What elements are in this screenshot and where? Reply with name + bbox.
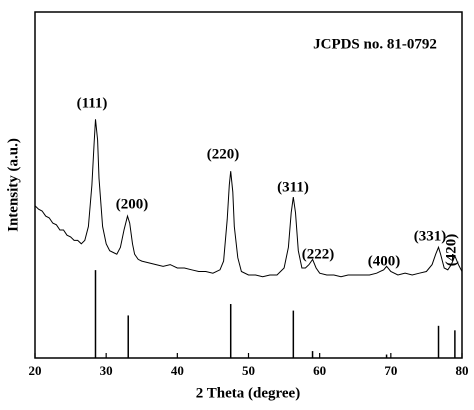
peak-label: (331) [414,228,447,244]
peak-label: (222) [302,246,335,262]
x-tick-label: 40 [171,363,184,378]
peak-label: (400) [368,253,401,269]
x-tick-label: 20 [29,363,42,378]
x-tick-label: 70 [384,363,397,378]
x-axis-label: 2 Theta (degree) [196,385,300,401]
annotation: JCPDS no. 81-0792 [313,36,437,52]
x-tick-label: 50 [242,363,255,378]
xrd-pattern [34,119,463,278]
x-tick-label: 30 [100,363,113,378]
y-axis-label: Intensity (a.u.) [5,138,21,232]
peak-label: (111) [77,95,108,111]
x-tick-label: 60 [313,363,326,378]
x-tick-label: 80 [456,363,469,378]
peak-label: (311) [277,179,309,195]
peak-label: (420) [443,234,459,267]
peak-label: (220) [207,146,240,162]
peak-label: (200) [116,196,149,212]
